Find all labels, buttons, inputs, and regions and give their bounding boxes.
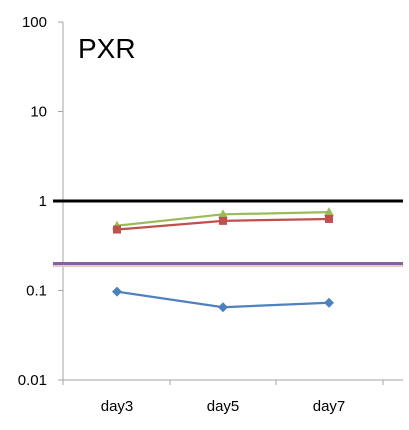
data-point-diamond — [324, 297, 334, 308]
data-series — [112, 207, 334, 313]
y-tick-label: 10 — [30, 104, 47, 121]
x-tick-label: day3 — [101, 398, 134, 415]
data-point-square — [325, 214, 333, 223]
chart-title: PXR — [78, 33, 136, 64]
data-point-diamond — [218, 302, 228, 313]
y-tick-label: 0.1 — [26, 283, 47, 300]
x-tick-label: day5 — [207, 398, 240, 415]
y-tick-label: 0.01 — [18, 372, 47, 389]
x-tick-label: day7 — [313, 398, 346, 415]
y-tick-label: 1 — [39, 193, 47, 210]
tick-labels: 100 10 1 0.1 0.01 day3 day5 day7 — [18, 14, 345, 415]
data-point-triangle — [218, 209, 228, 219]
data-point-triangle — [324, 207, 334, 217]
data-point-square — [219, 216, 227, 225]
axes — [58, 21, 403, 385]
y-tick-label: 100 — [22, 14, 47, 31]
reference-lines — [53, 199, 403, 268]
data-point-diamond — [112, 286, 122, 297]
data-point-square — [113, 225, 121, 234]
